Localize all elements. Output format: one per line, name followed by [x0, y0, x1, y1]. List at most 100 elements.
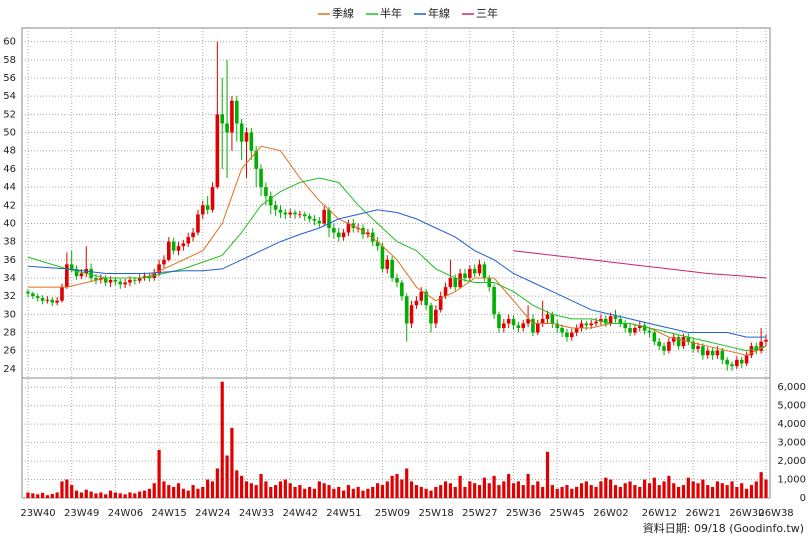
x-tick-label: 24W15 — [151, 508, 186, 519]
candle-body — [283, 212, 288, 215]
candle-body — [720, 350, 725, 360]
volume-bar — [206, 479, 210, 498]
volume-bar — [560, 486, 564, 498]
volume-bar — [249, 483, 253, 498]
candle-body — [584, 323, 589, 326]
candle-body — [603, 318, 608, 324]
volume-bar — [740, 483, 744, 498]
volume-bar — [424, 488, 428, 498]
candle-body — [482, 264, 487, 278]
volume-bar — [278, 481, 283, 498]
candle-body — [366, 232, 370, 235]
candle-body — [108, 279, 113, 283]
volume-bar — [303, 488, 307, 498]
volume-bar — [142, 490, 147, 498]
candle-body — [419, 291, 424, 301]
volume-bar — [172, 486, 176, 498]
candle-body — [443, 287, 448, 297]
candle-body — [404, 296, 409, 324]
candle-body — [74, 268, 79, 277]
volume-bar — [575, 486, 579, 498]
candle-body — [293, 212, 297, 215]
y-tick-label: 38 — [3, 237, 16, 248]
candle-body — [273, 205, 278, 210]
candle-body — [162, 259, 166, 265]
candle-body — [302, 214, 307, 217]
candle-body — [191, 232, 195, 238]
volume-bar — [395, 474, 399, 498]
volume-bar — [264, 481, 268, 498]
y-tick-label: 40 — [3, 218, 16, 229]
candle-body — [220, 114, 225, 124]
candle-body — [268, 196, 273, 206]
volume-bar — [594, 486, 598, 498]
x-tick-label: 25W36 — [506, 508, 541, 519]
candle-body — [749, 346, 754, 356]
x-tick-label: 25W18 — [418, 508, 453, 519]
volume-bar — [191, 485, 195, 498]
candle-body — [215, 114, 220, 188]
volume-bar — [706, 485, 710, 498]
volume-bar — [419, 486, 423, 498]
volume-bar — [230, 427, 234, 498]
candle-body — [540, 318, 545, 324]
volume-bar — [715, 481, 720, 498]
candle-body — [735, 359, 739, 367]
candle-body — [569, 332, 574, 338]
candle-body — [623, 323, 627, 328]
y-tick-label: 58 — [3, 55, 16, 66]
volume-bar — [181, 488, 185, 498]
candle-body — [118, 281, 123, 285]
candle-body — [94, 278, 98, 280]
moving-average-line — [28, 145, 767, 356]
volume-bar — [259, 474, 263, 498]
volume-bar — [662, 481, 666, 498]
candle-body — [239, 123, 244, 142]
volume-bar — [152, 483, 156, 498]
candle-body — [210, 187, 215, 210]
volume-bar — [157, 450, 161, 498]
candle-body — [657, 341, 661, 347]
volume-bar — [521, 485, 525, 498]
candle-body — [69, 264, 74, 269]
volume-bar — [45, 495, 50, 498]
candle-body — [701, 346, 705, 356]
candle-body — [35, 296, 40, 298]
candle-body — [705, 350, 710, 356]
volume-bar — [332, 488, 336, 498]
volume-bar — [749, 485, 754, 498]
candle-body — [380, 246, 385, 269]
candle-body — [502, 323, 506, 328]
volume-bar — [293, 486, 297, 498]
candle-body — [764, 339, 768, 342]
volume-tick-label: 3,000 — [777, 438, 806, 449]
volume-bar — [516, 481, 520, 498]
volume-bar — [526, 474, 530, 498]
volume-bar — [681, 485, 686, 498]
candle-body — [385, 259, 390, 269]
volume-bar — [40, 492, 45, 498]
volume-bar — [118, 493, 122, 498]
candle-body — [346, 223, 351, 233]
volume-bar — [604, 477, 608, 498]
volume-bar — [162, 481, 166, 498]
candle-body — [477, 264, 482, 274]
x-tick-label: 26W21 — [685, 508, 720, 519]
volume-bar — [288, 483, 292, 498]
y-tick-label: 52 — [3, 109, 16, 120]
y-tick-label: 54 — [3, 91, 16, 102]
candle-body — [676, 337, 681, 347]
candle-body — [662, 346, 666, 351]
candle-body — [259, 168, 263, 188]
volume-bar — [764, 479, 768, 498]
candle-body — [128, 279, 132, 283]
volume-bar — [235, 470, 239, 498]
volume-bar — [55, 492, 59, 498]
x-tick-label: 23W49 — [64, 508, 99, 519]
moving-average-line — [27, 209, 766, 338]
volume-bar — [638, 486, 642, 498]
x-tick-label: 24W42 — [283, 508, 318, 519]
y-tick-label: 48 — [3, 146, 16, 157]
y-tick-label: 42 — [3, 200, 16, 211]
